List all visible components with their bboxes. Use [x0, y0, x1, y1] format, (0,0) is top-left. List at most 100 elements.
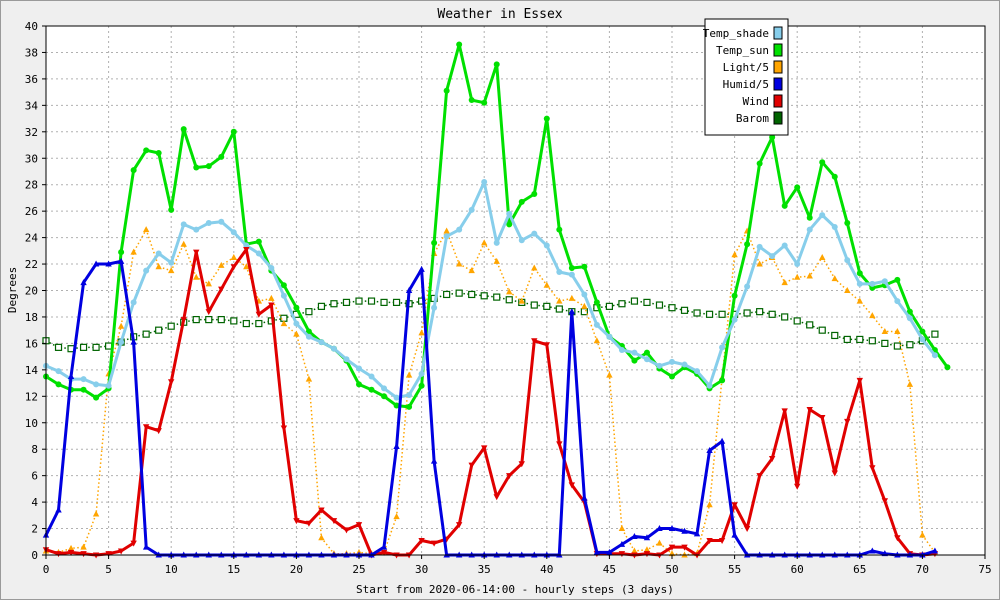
data-point [868, 337, 876, 345]
data-point [356, 365, 362, 372]
data-point [318, 534, 325, 541]
data-point [781, 202, 788, 209]
data-point [80, 386, 87, 393]
data-point [280, 320, 288, 327]
data-point [117, 257, 125, 264]
data-point [67, 544, 75, 551]
data-point [881, 278, 888, 285]
data-point [443, 233, 450, 240]
data-point [368, 386, 375, 393]
data-point [731, 531, 738, 538]
data-point [531, 338, 538, 345]
data-point [406, 403, 413, 410]
y-tick-label-13: 26 [25, 205, 38, 218]
x-tick-label-8: 40 [540, 563, 553, 576]
data-point [906, 380, 914, 387]
data-point [155, 428, 162, 435]
data-point [506, 221, 513, 228]
data-point [142, 226, 150, 233]
data-point [330, 300, 338, 308]
data-point [543, 302, 551, 310]
legend-label-0: Temp_shade [703, 27, 769, 40]
x-tick-label-12: 60 [791, 563, 804, 576]
data-point [680, 306, 689, 314]
data-point [506, 210, 513, 217]
data-point [706, 447, 713, 454]
data-point [305, 520, 313, 527]
data-point [443, 227, 450, 234]
data-point [794, 483, 801, 490]
data-point [392, 298, 401, 307]
data-point [518, 297, 525, 304]
data-point [218, 261, 225, 268]
data-point [205, 280, 212, 287]
data-point [468, 206, 475, 213]
data-point [718, 537, 726, 544]
data-point [668, 544, 676, 551]
data-point [881, 327, 889, 334]
y-tick-label-3: 6 [31, 470, 38, 483]
y-tick-label-10: 20 [25, 285, 38, 298]
data-point [718, 437, 726, 444]
data-point [806, 226, 813, 233]
data-point [193, 273, 200, 280]
data-point [593, 337, 601, 344]
series-layer [42, 41, 951, 559]
data-point [531, 190, 538, 197]
data-point [556, 226, 563, 233]
data-point [781, 242, 788, 249]
data-point [593, 321, 600, 328]
data-point [468, 267, 475, 274]
data-point [530, 301, 538, 309]
data-point [518, 461, 525, 468]
data-point [756, 260, 763, 267]
data-point [381, 393, 388, 400]
y-tick-label-14: 28 [25, 179, 38, 192]
data-point [55, 368, 62, 375]
data-point [180, 221, 187, 228]
data-point [631, 349, 638, 356]
data-point [130, 248, 137, 255]
legend: Temp_shade Temp_sun Light/5 Humid/5 Wind Baro… [703, 18, 789, 136]
series-temp-shade [43, 179, 938, 401]
y-axis-label: Degrees [6, 267, 19, 313]
data-point [643, 534, 651, 541]
data-point [655, 301, 664, 309]
data-point [919, 328, 926, 335]
data-point [543, 281, 550, 288]
data-point [218, 218, 225, 225]
data-point [117, 322, 125, 329]
series-wind [42, 247, 939, 559]
data-point [681, 361, 688, 368]
y-tick-label-12: 24 [25, 232, 39, 245]
x-tick-label-9: 45 [603, 563, 616, 576]
data-point [568, 482, 576, 489]
data-point [819, 212, 826, 219]
data-point [931, 330, 939, 338]
data-point [681, 527, 688, 534]
data-point [193, 164, 200, 171]
data-point [556, 297, 563, 304]
data-point [744, 283, 751, 290]
data-point [93, 394, 100, 401]
data-point [318, 339, 325, 346]
data-point [844, 418, 851, 425]
data-point [55, 551, 62, 558]
data-point [305, 333, 312, 340]
data-point [931, 352, 938, 359]
data-point [167, 322, 175, 330]
data-point [606, 548, 613, 555]
y-tick-label-6: 12 [25, 390, 38, 403]
data-point [380, 549, 388, 556]
data-point [118, 339, 125, 346]
data-point [643, 551, 651, 558]
data-point [831, 275, 838, 282]
data-point [268, 265, 275, 272]
data-point [944, 364, 951, 371]
data-point [531, 230, 538, 237]
data-point [856, 297, 863, 304]
data-point [418, 370, 425, 377]
data-point [318, 507, 325, 514]
data-point [844, 257, 851, 264]
